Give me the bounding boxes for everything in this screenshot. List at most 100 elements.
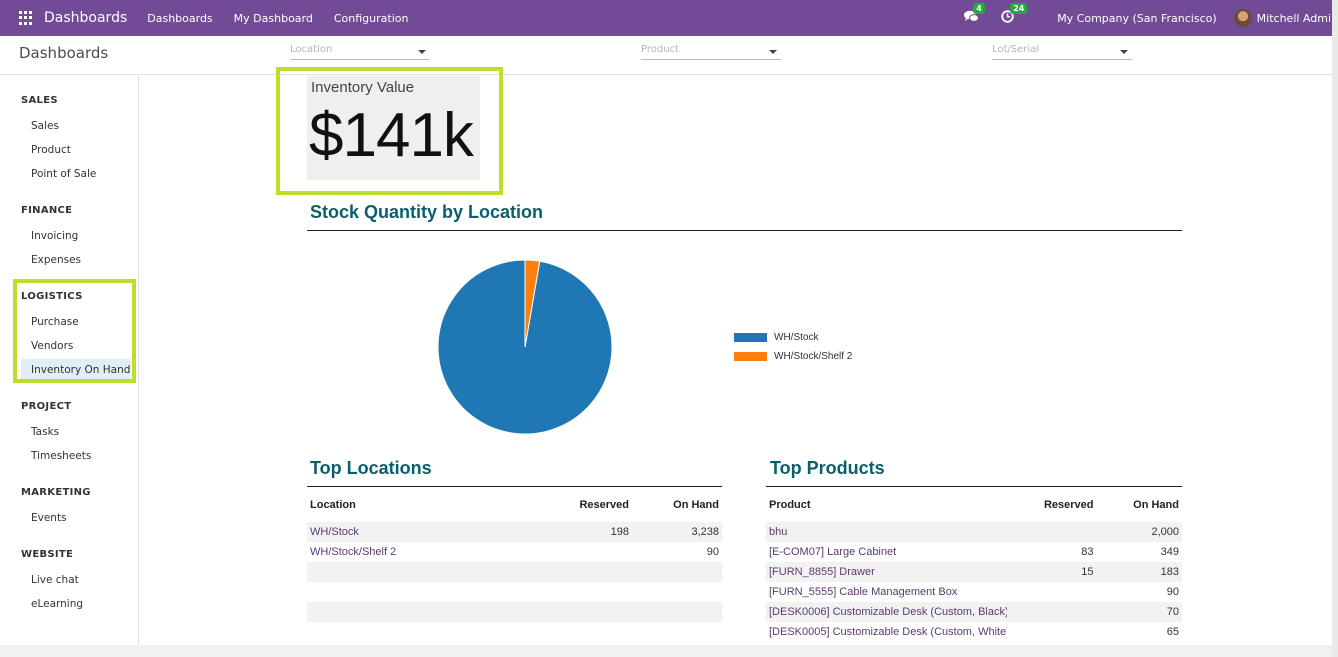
empty-cell [537, 562, 632, 582]
table-row [307, 602, 722, 622]
legend-swatch [734, 352, 767, 361]
sidebar-item-purchase[interactable]: Purchase [31, 316, 79, 328]
empty-cell [632, 602, 722, 622]
on-hand-cell: 183 [1096, 562, 1182, 582]
column-header[interactable]: On Hand [1133, 499, 1179, 511]
table-row[interactable]: [FURN_5555] Cable Management Box 90 [766, 582, 1182, 602]
product-name: [DESK0005] Customizable Desk (Custom, Wh… [769, 626, 1007, 638]
product-cell[interactable]: [E-COM07] Large Cabinet [766, 542, 1010, 562]
on-hand-cell: 90 [706, 546, 719, 558]
horizontal-scrollbar[interactable] [0, 645, 1338, 657]
table-row[interactable]: [FURN_8855] Drawer 15 183 [766, 562, 1182, 582]
empty-cell [537, 602, 632, 622]
user-menu[interactable]: Mitchell Admin [1256, 11, 1338, 25]
control-panel: Dashboards Location Product Lot/Serial [0, 36, 1338, 75]
table-row[interactable]: [E-COM07] Large Cabinet 83 349 [766, 542, 1182, 562]
product-cell[interactable]: [FURN_5555] Cable Management Box [766, 582, 1010, 602]
stock-pie-chart [437, 259, 613, 435]
messages-count-badge: 4 [973, 3, 985, 14]
apps-grid-icon[interactable] [19, 11, 33, 25]
column-header[interactable]: On Hand [673, 499, 719, 511]
empty-cell [632, 622, 722, 642]
sidebar-item-tasks[interactable]: Tasks [31, 426, 60, 438]
product-name: [FURN_5555] Cable Management Box [769, 586, 958, 598]
pie-slice-wh-stock-shelf-2[interactable] [524, 259, 541, 348]
column-header[interactable]: Location [310, 499, 356, 511]
empty-cell [537, 582, 632, 602]
sidebar-item-expenses[interactable]: Expenses [31, 254, 82, 266]
empty-cell [632, 562, 722, 582]
section-divider [766, 486, 1182, 487]
section-project: PROJECT [21, 401, 72, 412]
vertical-scrollbar[interactable] [1332, 0, 1338, 657]
lot-serial-filter-label: Lot/Serial [992, 44, 1040, 55]
table-row[interactable]: WH/Stock/Shelf 2 90 [307, 542, 722, 562]
empty-cell [537, 622, 632, 642]
on-hand-cell: 90 [1166, 586, 1179, 598]
table-row[interactable]: [DESK0006] Customizable Desk (Custom, Bl… [766, 602, 1182, 622]
sidebar-item-vendors[interactable]: Vendors [31, 340, 74, 352]
reserved-cell [537, 542, 632, 562]
reserved-cell [1010, 602, 1097, 622]
table-row[interactable]: [DESK0005] Customizable Desk (Custom, Wh… [766, 622, 1182, 642]
legend-item-wh-stock-shelf-2[interactable]: WH/Stock/Shelf 2 [734, 351, 852, 362]
empty-cell [307, 562, 537, 582]
kpi-highlight-box [276, 67, 503, 195]
sidebar-item-elearning[interactable]: eLearning [31, 598, 84, 610]
product-filter[interactable]: Product [641, 44, 781, 60]
column-header[interactable]: Reserved [1043, 499, 1094, 511]
table-row[interactable]: bhu 2,000 [766, 522, 1182, 542]
reserved-cell [1010, 522, 1097, 542]
product-name: [FURN_8855] Drawer [769, 566, 875, 578]
sidebar-item-product[interactable]: Product [31, 144, 71, 156]
company-switcher[interactable]: My Company (San Francisco) [1057, 11, 1217, 25]
sidebar-item-events[interactable]: Events [31, 512, 67, 524]
product-filter-label: Product [641, 44, 679, 55]
sidebar-item-live-chat[interactable]: Live chat [31, 574, 79, 586]
messages-button[interactable]: 4 [964, 3, 985, 26]
location-cell[interactable]: WH/Stock/Shelf 2 [310, 546, 397, 558]
sidebar-item-point-of-sale[interactable]: Point of Sale [31, 168, 97, 180]
location-cell[interactable]: WH/Stock [307, 522, 537, 542]
legend-item-wh-stock[interactable]: WH/Stock [734, 332, 818, 343]
reserved-cell: 83 [1081, 546, 1094, 558]
section-finance: FINANCE [21, 205, 73, 216]
legend-label: WH/Stock [774, 332, 819, 343]
lot-serial-filter[interactable]: Lot/Serial [992, 44, 1132, 60]
product-name: bhu [769, 526, 788, 538]
menu-configuration[interactable]: Configuration [333, 11, 409, 25]
section-divider [307, 486, 722, 487]
product-cell[interactable]: bhu [766, 522, 1010, 542]
app-title[interactable]: Dashboards [44, 10, 128, 26]
product-cell[interactable]: [DESK0005] Customizable Desk (Custom, Wh… [766, 622, 1010, 642]
legend-label: WH/Stock/Shelf 2 [774, 351, 853, 362]
kpi-title: Inventory Value [311, 79, 415, 96]
top-navbar: Dashboards Dashboards My Dashboard Confi… [0, 0, 1338, 36]
user-avatar[interactable] [1233, 9, 1252, 27]
table-row[interactable]: WH/Stock 198 3,238 [307, 522, 722, 542]
activities-button[interactable]: 24 [1001, 3, 1028, 26]
top-products-table: Product Reserved On Hand bhu 2,000 [E-CO… [766, 488, 1182, 642]
page-title: Dashboards [19, 44, 109, 62]
on-hand-cell: 65 [1166, 626, 1179, 638]
product-cell[interactable]: [FURN_8855] Drawer [766, 562, 1010, 582]
sidebar-item-sales[interactable]: Sales [31, 120, 59, 132]
sidebar-item-timesheets[interactable]: Timesheets [31, 450, 92, 462]
product-cell[interactable]: [DESK0006] Customizable Desk (Custom, Bl… [766, 602, 1010, 622]
location-filter[interactable]: Location [290, 44, 430, 60]
inventory-value-card: Inventory Value $141k [307, 76, 480, 180]
stock-by-location-title: Stock Quantity by Location [310, 202, 544, 222]
menu-my-dashboard[interactable]: My Dashboard [233, 11, 313, 25]
empty-cell [632, 582, 722, 602]
location-filter-label: Location [290, 44, 333, 55]
product-name: [E-COM07] Large Cabinet [769, 546, 897, 558]
on-hand-cell: 3,238 [632, 522, 722, 542]
column-header[interactable]: Product [769, 499, 811, 511]
table-row [307, 582, 722, 602]
sidebar-item-inventory-on-hand[interactable]: Inventory On Hand [21, 359, 131, 381]
column-header[interactable]: Reserved [579, 499, 629, 511]
sidebar-item-invoicing[interactable]: Invoicing [31, 230, 79, 242]
top-locations-table: Location Reserved On Hand WH/Stock 198 3… [307, 488, 722, 642]
menu-dashboards[interactable]: Dashboards [147, 11, 213, 25]
section-sales: SALES [21, 95, 58, 106]
